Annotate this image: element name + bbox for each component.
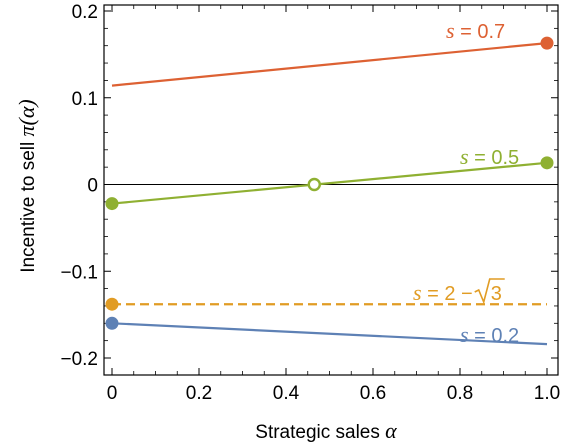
x-axis-title-symbol: α <box>385 418 397 443</box>
y-tick-label: −0.1 <box>60 262 98 283</box>
point-marker-1-2 <box>540 156 554 170</box>
sqrt-sign <box>474 278 505 305</box>
series-label-0: s = 0.7 <box>446 18 505 43</box>
point-marker-3-0 <box>105 316 119 330</box>
y-axis-title-text: Incentive to sell <box>18 136 39 272</box>
sqrt-radicand: 3 <box>491 283 502 305</box>
point-marker-1-0 <box>105 197 119 211</box>
ticks-layer: 0 0.2 0.4 0.6 0.8 1.0 0.2 0.1 0 −0.1 −0.2 <box>60 2 560 404</box>
series-labels-layer: s = 0.7s = 0.5s = 2 − 3s = 0.2 <box>413 18 519 347</box>
y-axis-title-symbol: π(α) <box>14 99 39 136</box>
series-label-value: = 0.2 <box>469 325 520 347</box>
open-point-marker-1-1 <box>307 177 321 192</box>
series-label-variable: s <box>460 322 469 347</box>
series-layer <box>105 36 554 346</box>
series-label-variable: s <box>446 18 455 43</box>
series-label-3: s = 0.2 <box>460 322 519 347</box>
y-tick-label: 0.1 <box>72 89 98 110</box>
series-label-variable: s <box>460 144 469 169</box>
y-tick-label: 0.2 <box>72 2 98 23</box>
series-label-2: s = 2 − <box>413 280 473 305</box>
series-label-value: = 0.7 <box>455 21 506 43</box>
point-marker-0-0 <box>540 36 554 50</box>
y-tick-label: 0 <box>87 176 98 197</box>
x-tick-label: 0 <box>107 383 118 404</box>
plot-border <box>103 4 559 376</box>
series-label-value: = 2 − <box>422 283 473 305</box>
series-label-variable: s <box>413 280 422 305</box>
x-tick-label: 0.8 <box>447 383 473 404</box>
y-axis-title: Incentive to sell π(α) <box>14 99 39 272</box>
series-line-1 <box>111 161 548 205</box>
series-label-1: s = 0.5 <box>460 144 519 169</box>
series-label-value: = 0.5 <box>469 147 520 169</box>
series-line-3 <box>111 322 548 346</box>
point-marker-2-0 <box>105 297 119 311</box>
x-tick-label: 0.6 <box>360 383 386 404</box>
x-axis-title: Strategic sales α <box>255 418 397 443</box>
x-tick-label: 0.4 <box>273 383 300 404</box>
x-axis-title-text: Strategic sales <box>255 422 385 443</box>
series-line-0 <box>111 42 548 87</box>
x-tick-label: 0.2 <box>186 383 212 404</box>
x-tick-label: 1.0 <box>534 383 560 404</box>
y-tick-label: −0.2 <box>60 349 98 370</box>
plot-frame <box>103 4 559 376</box>
